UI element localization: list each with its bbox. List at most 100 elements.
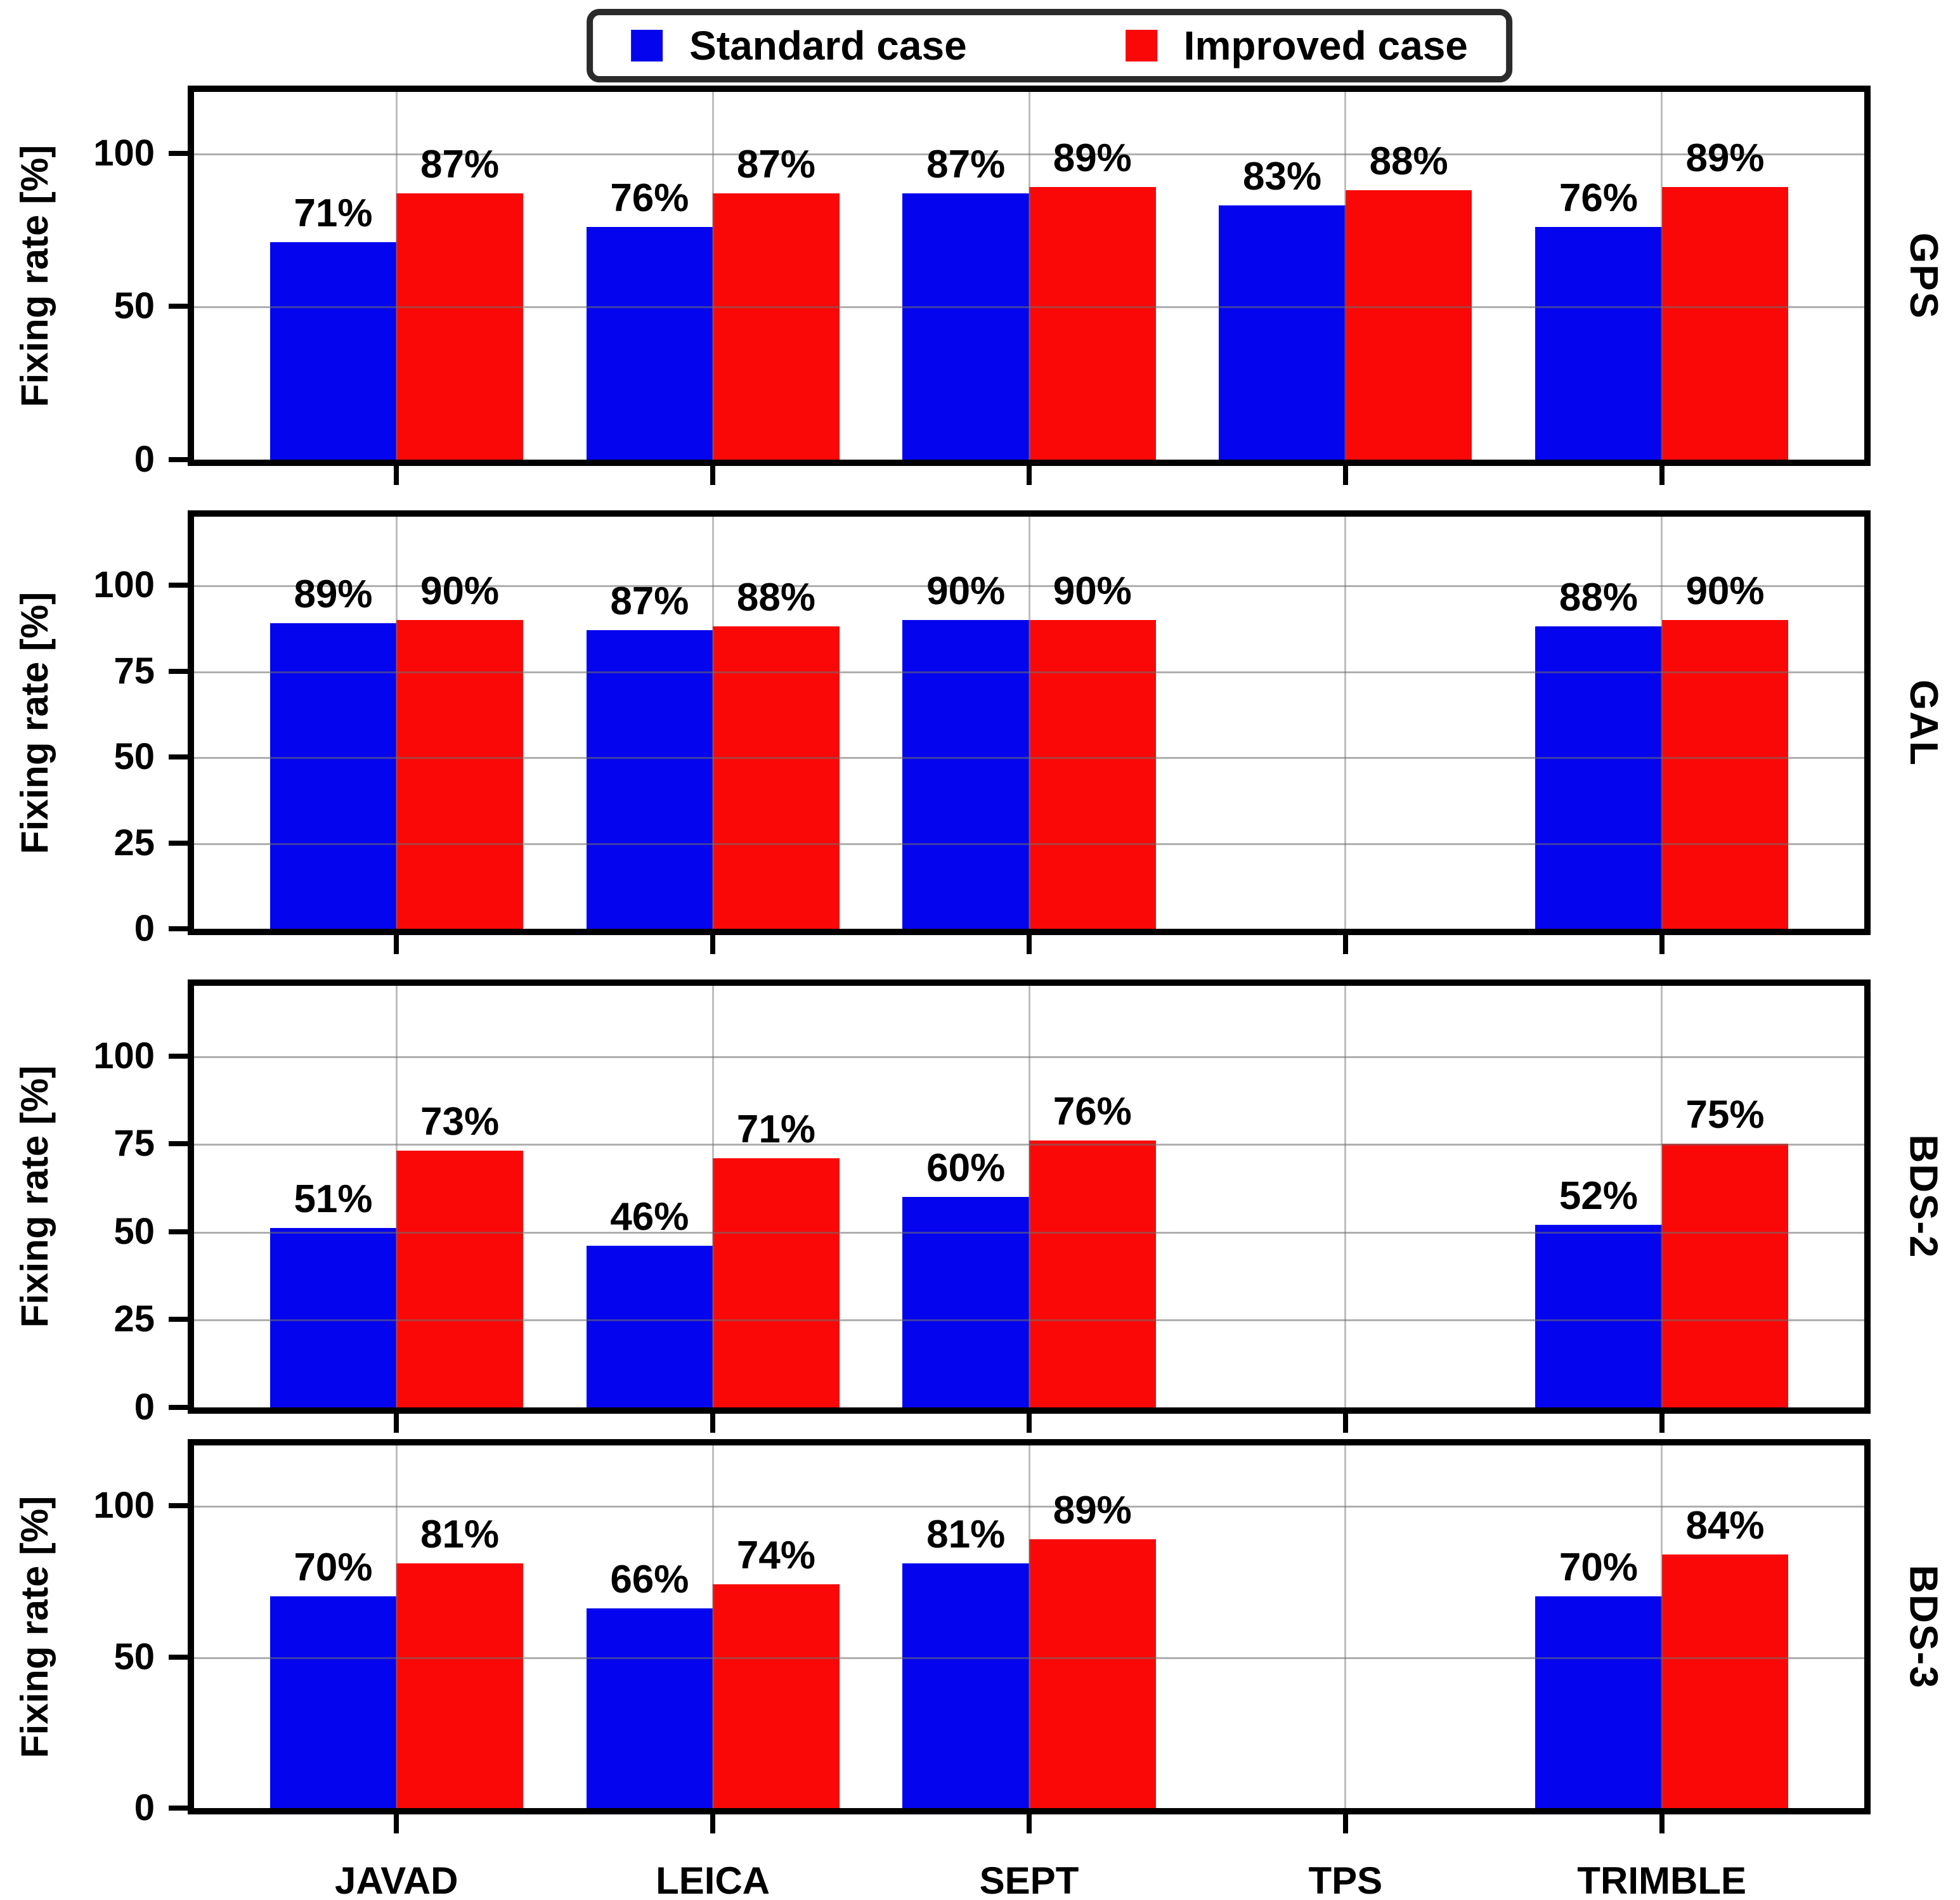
y-tick-mark-0: [169, 926, 194, 931]
bar-value-improved-case-sept: 89%: [1053, 136, 1132, 180]
x-category-label-leica: LEICA: [656, 1859, 770, 1900]
bar-standard-case-leica: [586, 1608, 713, 1808]
bar-improved-case-trimble: [1661, 186, 1789, 460]
x-tick-mark-javad: [394, 931, 399, 954]
y-tick-mark-0: [169, 1405, 194, 1410]
subplot-gps: Fixing rate [%] GPS 71% 76% 87% 83% 76% 87% 87% 8…: [0, 86, 1960, 485]
bar-value-standard-case-javad: 51%: [294, 1177, 373, 1222]
bar-value-standard-case-javad: 89%: [294, 572, 373, 616]
legend: Standard case Improved case: [587, 9, 1512, 82]
bar-improved-case-javad: [396, 1563, 523, 1808]
bar-standard-case-trimble: [1535, 1224, 1662, 1407]
y-tick-mark-100: [169, 583, 194, 588]
x-tick-mark-leica: [710, 931, 716, 954]
y-axis-label-text: Fixing rate [%]: [13, 591, 56, 854]
bar-value-standard-case-trimble: 52%: [1559, 1173, 1638, 1218]
y-tick-label-75: 75: [114, 1123, 155, 1165]
bar-standard-case-leica: [586, 1246, 713, 1407]
improved-case-swatch: [1125, 30, 1157, 61]
bar-improved-case-sept: [1029, 1140, 1156, 1407]
gridline-x-trimble: [1661, 1445, 1663, 1808]
subplot-bds-2: Fixing rate [%] BDS-2 51% 46% 60% 52% 73% 71% 76…: [0, 979, 1960, 1433]
bar-value-improved-case-javad: 73%: [420, 1100, 500, 1144]
bar-standard-case-javad: [269, 623, 397, 929]
gridline-y-100: [194, 1056, 1864, 1058]
bar-value-standard-case-sept: 87%: [926, 142, 1006, 186]
y-tick-mark-75: [169, 668, 194, 674]
plot-area-bds-2: 51% 46% 60% 52% 73% 71% 76% 75%: [188, 979, 1871, 1414]
gridline-x-trimble: [1661, 517, 1663, 929]
bar-improved-case-leica: [713, 193, 840, 460]
bar-improved-case-sept: [1029, 186, 1156, 460]
bar-value-standard-case-javad: 71%: [294, 191, 373, 235]
gridline-y-50: [194, 306, 1864, 309]
y-tick-mark-100: [169, 1053, 194, 1059]
bar-value-standard-case-leica: 46%: [610, 1195, 689, 1239]
y-tick-mark-0: [169, 457, 194, 462]
bar-standard-case-sept: [902, 1196, 1029, 1407]
gridline-x-tps: [1344, 1445, 1347, 1808]
legend-item-improved-case: Improved case: [1125, 23, 1468, 68]
legend-label-improved-case: Improved case: [1183, 23, 1468, 68]
panel-label-text: BDS-3: [1901, 1564, 1945, 1690]
bar-standard-case-tps: [1219, 205, 1346, 460]
bar-improved-case-javad: [396, 619, 523, 929]
gridline-x-javad: [395, 517, 398, 929]
x-tick-mark-javad: [394, 462, 399, 485]
panel-label-text: GAL: [1901, 679, 1945, 766]
bar-value-standard-case-javad: 70%: [294, 1546, 373, 1590]
y-tick-mark-0: [169, 1806, 194, 1811]
legend-item-standard-case: Standard case: [631, 25, 967, 66]
bar-improved-case-javad: [396, 193, 523, 460]
gridline-x-trimble: [1661, 986, 1663, 1407]
gridline-x-tps: [1344, 986, 1347, 1407]
gridline-y-50: [194, 1657, 1864, 1659]
bar-value-standard-case-trimble: 88%: [1559, 576, 1638, 620]
bar-value-improved-case-trimble: 84%: [1685, 1503, 1765, 1548]
y-tick-mark-100: [169, 150, 194, 156]
gridline-x-javad: [395, 92, 398, 460]
x-tick-mark-tps: [1342, 1410, 1348, 1433]
y-tick-label-0: 0: [134, 1787, 155, 1828]
x-tick-mark-sept: [1027, 1410, 1032, 1433]
x-tick-mark-javad: [394, 1811, 399, 1833]
bar-standard-case-javad: [269, 1228, 397, 1407]
gridline-x-leica: [711, 986, 714, 1407]
bar-improved-case-trimble: [1661, 1554, 1789, 1808]
x-tick-mark-sept: [1027, 462, 1032, 485]
x-tick-mark-sept: [1027, 1811, 1032, 1833]
y-tick-label-25: 25: [114, 1298, 155, 1340]
gridline-x-leica: [711, 517, 714, 929]
y-tick-label-25: 25: [114, 822, 155, 863]
bar-value-standard-case-trimble: 70%: [1559, 1546, 1638, 1590]
y-tick-mark-50: [169, 754, 194, 760]
panel-label-gal: GAL: [1886, 510, 1960, 935]
bar-value-improved-case-sept: 76%: [1053, 1089, 1132, 1134]
bar-value-standard-case-leica: 66%: [610, 1558, 689, 1602]
gridline-x-trimble: [1661, 92, 1663, 460]
bar-improved-case-trimble: [1661, 1144, 1789, 1407]
bar-standard-case-trimble: [1535, 226, 1662, 460]
y-tick-label-100: 100: [93, 1485, 155, 1527]
gridline-x-sept: [1028, 1445, 1030, 1808]
gridline-y-100: [194, 1506, 1864, 1508]
bar-value-standard-case-sept: 81%: [926, 1512, 1006, 1556]
y-tick-mark-50: [169, 304, 194, 309]
x-tick-mark-tps: [1342, 931, 1348, 954]
y-axis-label-text: Fixing rate [%]: [13, 1496, 56, 1758]
bar-value-improved-case-sept: 89%: [1053, 1488, 1132, 1532]
gridline-y-50: [194, 1231, 1864, 1234]
bar-standard-case-trimble: [1535, 1596, 1662, 1808]
y-tick-label-0: 0: [134, 439, 155, 480]
bar-value-improved-case-trimble: 89%: [1685, 136, 1765, 180]
gridline-x-javad: [395, 986, 398, 1407]
gridline-x-leica: [711, 92, 714, 460]
y-axis-label-text: Fixing rate [%]: [13, 1065, 56, 1328]
bar-value-improved-case-javad: 81%: [420, 1512, 500, 1556]
gridline-y-75: [194, 1144, 1864, 1146]
bar-value-improved-case-leica: 74%: [736, 1534, 815, 1578]
bar-value-improved-case-javad: 87%: [420, 142, 500, 186]
gridline-y-75: [194, 671, 1864, 673]
bar-improved-case-javad: [396, 1151, 523, 1407]
